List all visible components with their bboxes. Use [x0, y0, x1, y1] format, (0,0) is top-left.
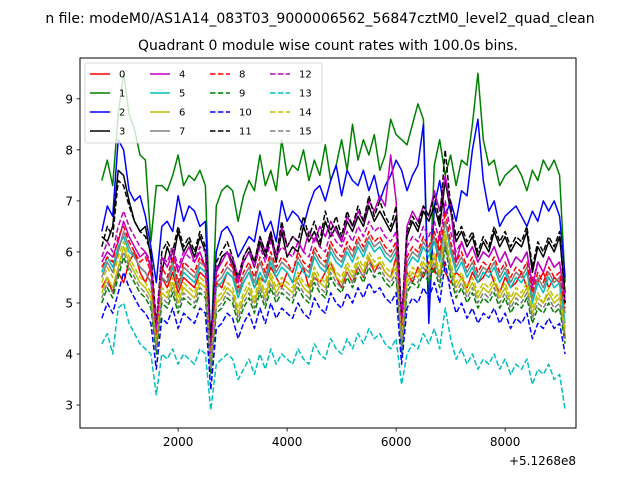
figure-suptitle: n file: modeM0/AS1A14_083T03_9000006562_… — [45, 11, 594, 27]
series-layer — [101, 72, 566, 411]
legend-label-15: 15 — [299, 127, 312, 138]
legend-label-1: 1 — [119, 89, 125, 100]
legend-label-4: 4 — [179, 70, 185, 81]
y-tick-label: 6 — [65, 245, 73, 259]
legend-label-13: 13 — [299, 89, 312, 100]
y-tick-label: 9 — [65, 92, 73, 106]
legend-label-6: 6 — [179, 108, 185, 119]
series-line-0 — [101, 230, 566, 360]
legend-box — [84, 62, 323, 144]
series-line-4 — [101, 154, 566, 365]
series-line-2 — [101, 118, 566, 345]
series-line-9 — [101, 246, 566, 376]
legend-label-8: 8 — [239, 70, 245, 81]
x-tick-label: 8000 — [490, 435, 521, 449]
axis-layer: 2000 4000 6000 8000 3 4 5 6 7 8 9 — [65, 92, 520, 449]
series-line-10 — [101, 261, 566, 391]
y-tick-label: 5 — [65, 296, 73, 310]
legend-label-5: 5 — [179, 89, 185, 100]
legend-label-7: 7 — [179, 127, 185, 138]
legend-label-2: 2 — [119, 108, 125, 119]
legend-label-10: 10 — [239, 108, 252, 119]
series-line-15 — [101, 240, 566, 371]
y-tick-label: 7 — [65, 194, 73, 208]
x-tick-label: 2000 — [163, 435, 194, 449]
x-offset-label: +5.1268e8 — [509, 454, 576, 468]
x-tick-label: 4000 — [272, 435, 303, 449]
plot-frame — [79, 57, 577, 429]
legend-label-11: 11 — [239, 127, 252, 138]
legend-label-12: 12 — [299, 70, 312, 81]
series-line-8 — [101, 210, 566, 360]
y-tick-label: 8 — [65, 143, 73, 157]
series-line-13 — [101, 302, 566, 411]
legend-label-3: 3 — [119, 127, 125, 138]
legend-label-0: 0 — [119, 70, 125, 81]
series-line-7 — [101, 220, 566, 360]
series-line-11 — [101, 149, 566, 340]
series-line-6 — [101, 235, 566, 371]
y-tick-label: 3 — [65, 399, 73, 413]
chart-title: Quadrant 0 module wise count rates with … — [138, 38, 518, 54]
y-tick-label: 4 — [65, 348, 73, 362]
x-tick-label: 6000 — [381, 435, 412, 449]
legend-label-9: 9 — [239, 89, 245, 100]
series-line-3 — [101, 169, 566, 345]
series-line-14 — [101, 230, 566, 365]
legend-label-14: 14 — [299, 108, 312, 119]
